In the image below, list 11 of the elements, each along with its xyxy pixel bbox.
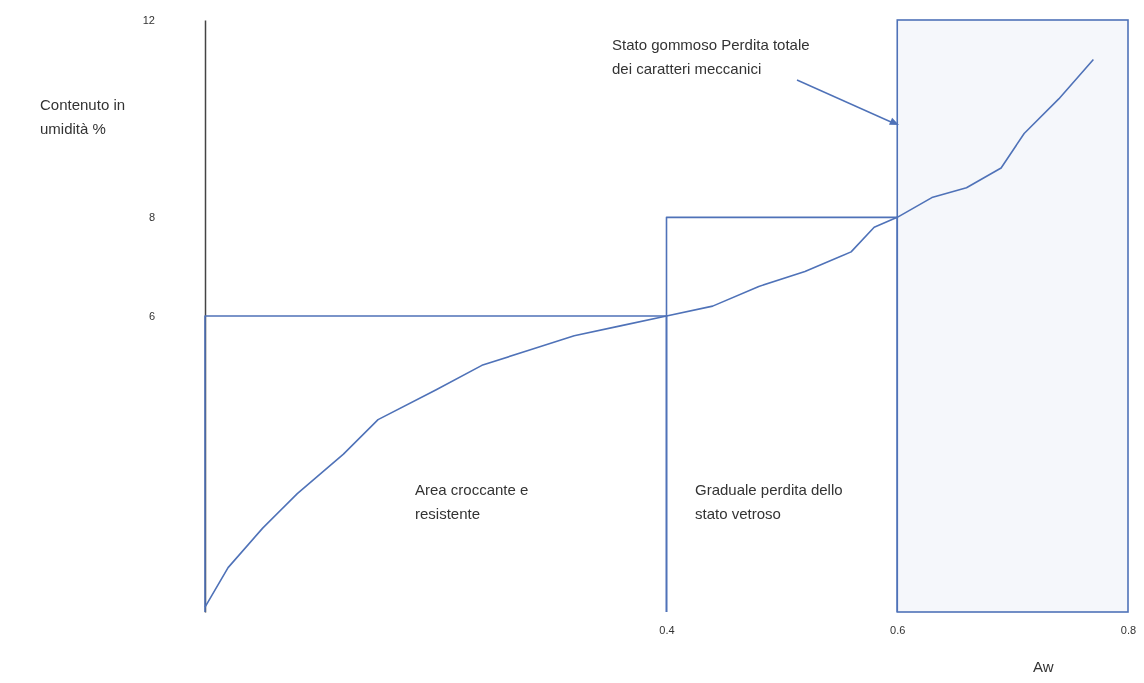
x-tick-label: 0.8: [1120, 623, 1137, 636]
y-tick-label: 6: [148, 310, 155, 323]
y-axis-title: Contenuto in umidità %: [40, 96, 126, 137]
annotation: Area croccante e resistente: [415, 481, 529, 522]
y-tick-label: 12: [142, 14, 155, 27]
x-axis-title: Aw: [1033, 658, 1054, 675]
x-tick-label: 0.6: [890, 623, 906, 636]
x-tick-label: 0.4: [659, 623, 675, 636]
annotation: Graduale perdita dello stato vetroso: [695, 481, 843, 522]
annotation: Stato gommoso Perdita totale dei caratteri meccanici: [612, 36, 810, 77]
y-tick-label: 8: [148, 211, 155, 224]
